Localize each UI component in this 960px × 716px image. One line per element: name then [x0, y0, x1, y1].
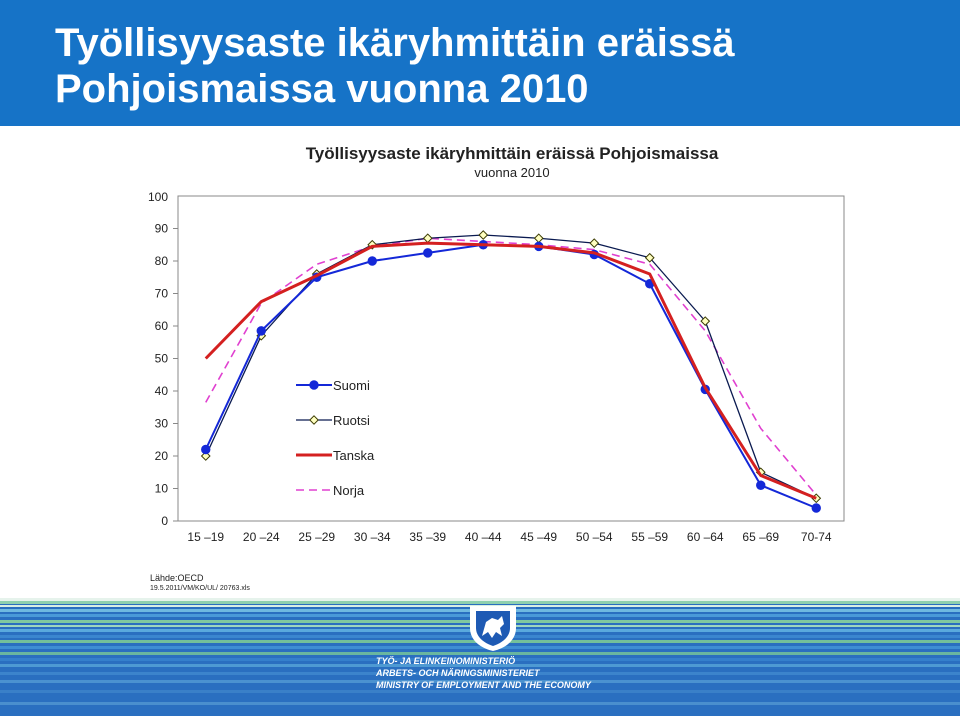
- suomi-point: [256, 326, 266, 336]
- x-tick-label: 50 –54: [576, 530, 613, 544]
- ruotsi-point: [700, 316, 711, 327]
- footer-stripe: [0, 680, 960, 683]
- chart-subtitle: vuonna 2010: [474, 165, 549, 180]
- x-tick-label: 45 –49: [520, 530, 557, 544]
- footer-stripe: [0, 664, 960, 667]
- y-tick-label: 20: [155, 449, 169, 463]
- x-tick-label: 15 –19: [187, 530, 224, 544]
- footer-stripe: [0, 702, 960, 705]
- legend-label-norja: Norja: [333, 483, 365, 498]
- y-axis: 0 10 20 30 40 50 60 70 80 90 100: [148, 190, 178, 528]
- ruotsi-point: [644, 252, 655, 263]
- ministry-name-en: MINISTRY OF EMPLOYMENT AND THE ECONOMY: [376, 680, 591, 690]
- suomi-point: [367, 256, 377, 266]
- series-group: [200, 230, 822, 513]
- suomi-point: [201, 444, 211, 455]
- y-tick-label: 80: [155, 254, 169, 268]
- footer-stripe: [0, 672, 960, 675]
- lion-crest-icon: [470, 606, 516, 651]
- x-tick-label: 65 –69: [742, 530, 779, 544]
- legend-label-tanska: Tanska: [333, 448, 375, 463]
- suomi-point: [423, 248, 433, 258]
- y-tick-label: 60: [155, 319, 169, 333]
- series-tanska: [204, 241, 817, 500]
- legend-suomi-point: [309, 380, 319, 390]
- x-tick-label: 40 –44: [465, 530, 502, 544]
- footer-stripe: [0, 652, 960, 655]
- chart-title: Työllisyysaste ikäryhmittäin eräissä Poh…: [306, 144, 719, 163]
- footer-stripe: [0, 598, 960, 601]
- line-chart: Työllisyysaste ikäryhmittäin eräissä Poh…: [148, 144, 845, 544]
- y-tick-label: 10: [155, 482, 169, 496]
- y-tick-label: 90: [155, 222, 169, 236]
- y-tick-label: 0: [161, 514, 168, 528]
- legend-item-norja: Norja: [296, 483, 365, 498]
- x-axis: 15 –19 20 –24 25 –29 30 –34 35 –39 40 –44 45 –…: [187, 530, 832, 544]
- x-tick-label: 70-74: [801, 530, 832, 544]
- ministry-name-sv: ARBETS- OCH NÄRINGSMINISTERIET: [376, 668, 540, 678]
- legend-item-ruotsi: Ruotsi: [296, 413, 370, 428]
- footer-stripe: [0, 646, 960, 649]
- slide-title: Työllisyysaste ikäryhmittäin eräissä Poh…: [55, 21, 735, 111]
- x-tick-label: 20 –24: [243, 530, 280, 544]
- footer-stripe: [0, 601, 960, 604]
- legend-item-suomi: Suomi: [296, 378, 370, 393]
- title-banner: [0, 0, 960, 126]
- footer-stripe: [0, 658, 960, 661]
- suomi-point: [811, 503, 821, 513]
- legend-ruotsi-point: [309, 415, 319, 425]
- source-line: Lähde:OECD: [150, 573, 204, 583]
- ministry-name: TYÖ- JA ELINKEINOMINISTERIÖ ARBETS- OCH …: [376, 655, 616, 691]
- legend-label-suomi: Suomi: [333, 378, 370, 393]
- suomi-point: [756, 480, 766, 490]
- y-tick-label: 30: [155, 417, 169, 431]
- ruotsi-point: [478, 230, 489, 240]
- legend: Suomi Ruotsi Tanska Norja: [296, 378, 375, 498]
- legend-label-ruotsi: Ruotsi: [333, 413, 370, 428]
- ruotsi-point: [200, 451, 211, 461]
- y-tick-label: 50: [155, 352, 169, 366]
- x-tick-label: 60 –64: [687, 530, 724, 544]
- x-tick-label: 30 –34: [354, 530, 391, 544]
- legend-item-tanska: Tanska: [296, 448, 375, 463]
- plot-area: [177, 195, 845, 522]
- source-note: Lähde:OECD 19.5.2011/VM/KO/UL/ 20763.xls: [150, 573, 250, 593]
- y-tick-label: 100: [148, 190, 168, 204]
- x-tick-label: 35 –39: [409, 530, 446, 544]
- ministry-name-fi: TYÖ- JA ELINKEINOMINISTERIÖ: [376, 656, 516, 666]
- y-tick-label: 40: [155, 384, 169, 398]
- x-tick-label: 25 –29: [298, 530, 335, 544]
- series-line-ruotsi: [205, 234, 817, 499]
- footer-stripe: [0, 690, 960, 693]
- file-reference: 19.5.2011/VM/KO/UL/ 20763.xls: [150, 585, 250, 592]
- ruotsi-point: [589, 238, 600, 249]
- y-tick-label: 70: [155, 287, 169, 301]
- series-line-tanska: [204, 241, 817, 500]
- x-tick-label: 55 –59: [631, 530, 668, 544]
